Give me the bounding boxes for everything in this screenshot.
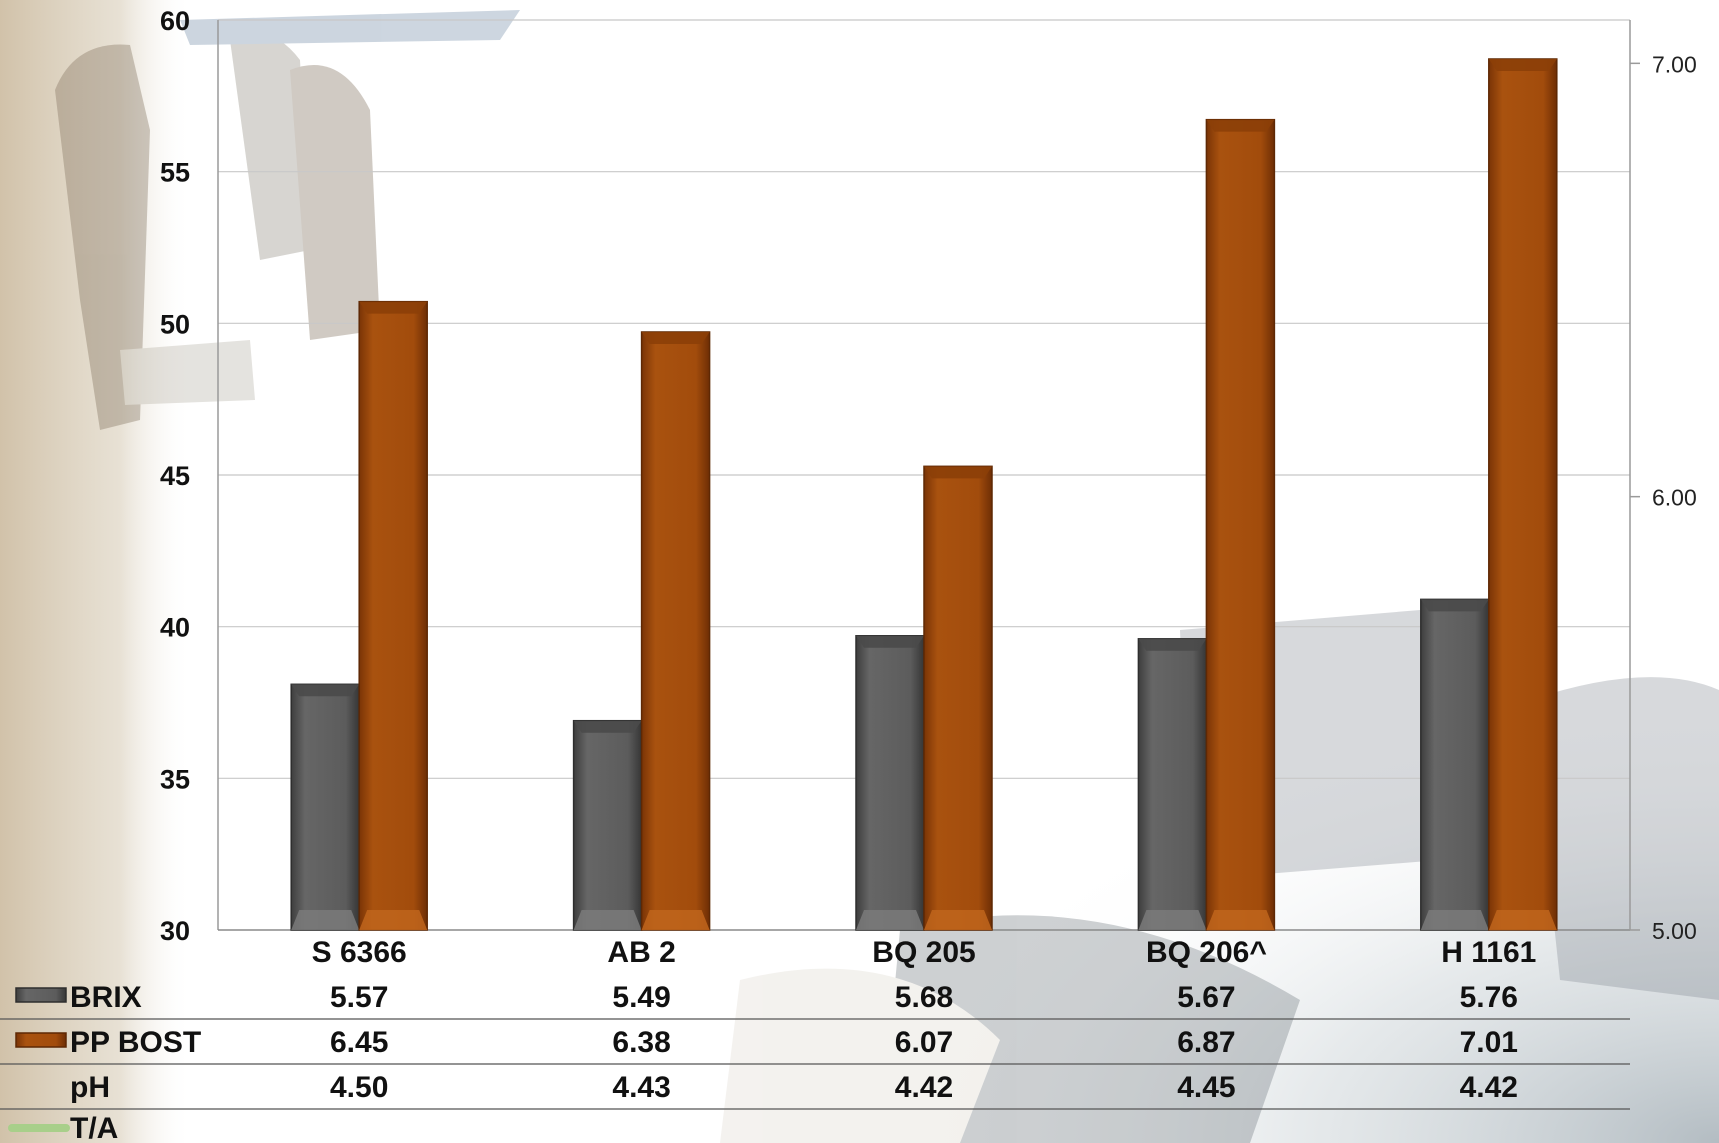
bar-brix [855, 635, 925, 931]
table-cell: 6.38 [612, 1026, 670, 1059]
bar-brix [572, 719, 643, 931]
category-label: S 6366 [312, 936, 407, 969]
left-axis-tick: 30 [160, 916, 190, 946]
right-axis: 5.00 6.00 7.00 [1629, 20, 1697, 944]
right-axis-tick: 5.00 [1652, 918, 1697, 944]
table-cell: 4.43 [612, 1071, 670, 1104]
left-axis: 30 35 40 45 50 55 60 [160, 6, 1630, 946]
table-cell: 5.49 [612, 981, 670, 1014]
table-cell: 5.57 [330, 981, 388, 1014]
category-label: AB 2 [607, 936, 675, 969]
table-cell: 7.01 [1460, 1026, 1518, 1059]
table-cell: 4.42 [1460, 1071, 1518, 1104]
left-axis-tick: 60 [160, 6, 190, 36]
bar-pp-bost [358, 300, 428, 931]
bar-brix [1420, 598, 1490, 931]
table-cell: 4.50 [330, 1071, 388, 1104]
table-cell: 5.76 [1460, 981, 1518, 1014]
category-label: BQ 206^ [1146, 936, 1267, 969]
bar-pp-bost [1488, 58, 1558, 931]
table-cell: 6.87 [1177, 1026, 1235, 1059]
right-axis-tick: 6.00 [1652, 485, 1697, 511]
category-labels: S 6366 AB 2 BQ 205 BQ 206^ H 1161 [312, 936, 1537, 969]
category-label: BQ 205 [872, 936, 975, 969]
bar-brix [290, 683, 360, 931]
bar-brix [1137, 638, 1208, 931]
left-axis-tick: 50 [160, 309, 190, 339]
left-axis-tick: 35 [160, 764, 190, 794]
table-cell: 5.67 [1177, 981, 1235, 1014]
table-row-label: BRIX [70, 981, 142, 1014]
bar-pp-bost [923, 465, 993, 931]
right-axis-tick: 7.00 [1652, 51, 1697, 77]
legend-key-brix [15, 987, 67, 1003]
table-cell: 4.45 [1177, 1071, 1235, 1104]
legend-key-pp-bost [15, 1032, 67, 1048]
left-axis-tick: 40 [160, 613, 190, 643]
bar-pp-bost [1205, 118, 1276, 931]
table-cell: 4.42 [895, 1071, 953, 1104]
bars [290, 58, 1558, 931]
table-cell: 6.07 [895, 1026, 953, 1059]
table-row-label: T/A [70, 1112, 118, 1143]
table-cell: 6.45 [330, 1026, 388, 1059]
data-table: BRIX 5.57 5.49 5.68 5.67 5.76 PP BOST 6.45 6.38 6… [0, 981, 1630, 1143]
table-row-label: PP BOST [70, 1026, 201, 1059]
left-axis-tick: 45 [160, 461, 190, 491]
bar-pp-bost [640, 331, 711, 931]
table-cell: 5.68 [895, 981, 953, 1014]
table-row-label: pH [70, 1071, 110, 1104]
category-label: H 1161 [1441, 936, 1536, 969]
left-axis-tick: 55 [160, 158, 190, 188]
